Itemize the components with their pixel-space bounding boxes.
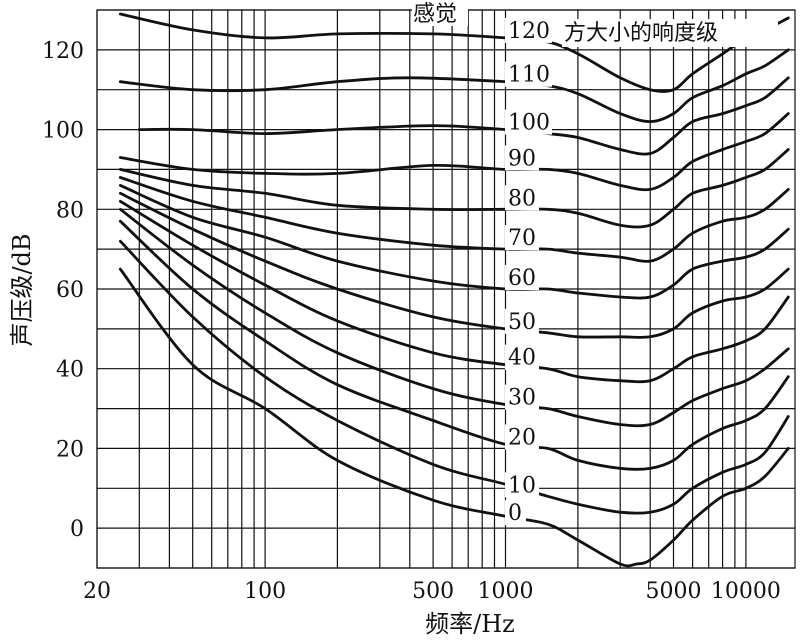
curve-label-bg [505, 344, 539, 370]
curve-label-120: 120 [508, 19, 550, 44]
unit-caption-bg [562, 19, 778, 47]
y-tick-label: 20 [56, 437, 84, 462]
x-tick-label: 100 [244, 579, 286, 604]
x-tick-labels: 20 100 500 1000 5000 10000 [83, 579, 781, 604]
curve-label-80: 80 [508, 186, 536, 211]
y-tick-label: 100 [42, 119, 84, 144]
curve-label-10: 10 [508, 473, 536, 498]
y-tick-label: 80 [56, 198, 84, 223]
y-axis-title: 声压级/dB [8, 233, 36, 346]
y-tick-label: 40 [56, 358, 84, 383]
curve-40 [118, 199, 790, 384]
curve-120 [118, 12, 790, 93]
curve-label-30: 30 [508, 386, 536, 411]
curve-label-bg [505, 265, 539, 290]
curve-label-bg [505, 384, 539, 410]
curve-100 [137, 76, 790, 156]
curve-label-bg [505, 109, 552, 135]
y-tick-labels: 0 20 40 60 80 100 120 [42, 39, 84, 542]
curve-30 [118, 207, 790, 428]
curve-60 [118, 184, 790, 300]
curve-label-bg [505, 17, 552, 43]
y-tick-label: 0 [70, 517, 84, 542]
curve-label-bg [505, 225, 539, 251]
annotation-bg [412, 0, 468, 26]
curve-labels: 0 10 20 30 40 50 60 70 80 90 100 110 120 [505, 17, 552, 526]
curve-label-90: 90 [508, 146, 536, 171]
x-tick-label: 20 [83, 579, 111, 604]
curve-label-20: 20 [508, 425, 536, 450]
x-tick-label: 10000 [711, 579, 781, 604]
curve-label-70: 70 [508, 226, 536, 251]
curves [118, 12, 790, 568]
x-axis-title: 频率/Hz [425, 610, 515, 638]
curve-label-40: 40 [508, 346, 536, 371]
y-tick-label: 60 [56, 278, 84, 303]
x-tick-label: 500 [412, 579, 454, 604]
curve-50 [118, 191, 790, 339]
curve-label-bg [505, 472, 539, 498]
curve-label-110: 110 [508, 63, 550, 88]
curve-10 [118, 239, 790, 515]
curve-80 [118, 148, 790, 229]
curve-label-60: 60 [508, 266, 536, 291]
curve-label-0: 0 [508, 501, 522, 526]
curve-90 [118, 112, 790, 192]
curve-0 [118, 267, 790, 568]
curve-label-100: 100 [508, 111, 550, 136]
unit-caption: 方大小的响度级 [564, 21, 718, 46]
curve-label-50: 50 [508, 310, 536, 335]
curve-label-bg [505, 308, 539, 334]
curve-label-bg [505, 185, 539, 211]
curve-label-bg [505, 145, 539, 171]
curve-label-bg [505, 500, 526, 526]
curve-label-bg [505, 424, 539, 450]
y-tick-label: 120 [42, 39, 84, 64]
curve-label-bg [505, 61, 552, 87]
grid [96, 9, 796, 569]
curve-110 [118, 48, 790, 123]
x-tick-label: 5000 [646, 579, 702, 604]
curve-70 [118, 176, 790, 263]
curve-20 [118, 219, 790, 471]
annotation-top: 感觉 [413, 2, 457, 27]
x-tick-label: 1000 [478, 579, 534, 604]
